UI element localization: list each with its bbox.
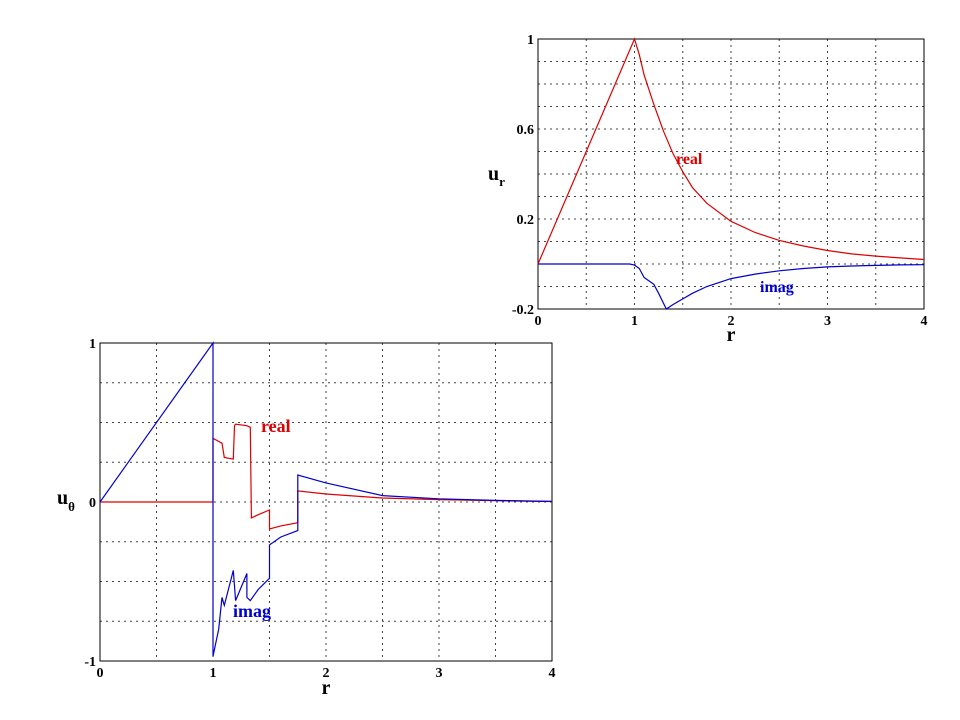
- ur-imag-line: [538, 263, 925, 310]
- utheta-ylabel: uθ: [57, 487, 75, 514]
- utheta-imag-line: [99, 341, 553, 657]
- ur-y-tick-label: 1: [527, 33, 534, 48]
- ur-real-label: real: [676, 151, 703, 168]
- utheta-x-tick-label: 3: [436, 666, 443, 681]
- ur-imag-label: imag: [760, 279, 794, 296]
- ur-ylabel: ur: [488, 163, 505, 189]
- ur-x-tick-label: 2: [728, 314, 735, 329]
- ur-plot-frame: [537, 38, 925, 310]
- utheta-y-tick-label: 1: [89, 337, 96, 352]
- utheta-ylabel-main: u: [57, 487, 68, 509]
- ur-x-tick-labels: 0 1 2 3 4: [535, 314, 928, 329]
- utheta-imag-label: imag: [233, 601, 271, 621]
- ur-ylabel-sub: r: [499, 174, 505, 189]
- utheta-x-tick-label: 1: [210, 666, 217, 681]
- utheta-real-label: real: [261, 416, 291, 436]
- utheta-ylabel-sub: θ: [68, 499, 75, 514]
- ur-ylabel-main: u: [488, 163, 499, 185]
- utheta-y-tick-label: 0: [89, 496, 96, 511]
- ur-grid: [538, 39, 924, 309]
- ur-y-tick-label: -0.2: [512, 303, 534, 318]
- ur-series-lines: [537, 37, 925, 310]
- utheta-xlabel: r: [322, 677, 331, 699]
- ur-y-tick-label: 0.6: [517, 123, 535, 138]
- ur-x-tick-label: 3: [824, 314, 831, 329]
- ur-x-tick-label: 0: [535, 314, 542, 329]
- utheta-series-lines: [99, 341, 553, 657]
- ur-xlabel: r: [727, 324, 736, 346]
- utheta-y-tick-labels: -1 0 1: [84, 337, 96, 670]
- utheta-real-line: [100, 423, 553, 530]
- ur-x-tick-label: 4: [921, 314, 928, 329]
- ur-real-line: [537, 37, 925, 265]
- utheta-x-tick-label: 0: [97, 666, 104, 681]
- utheta-x-tick-labels: 0 1 2 3 4: [97, 666, 556, 681]
- ur-x-tick-label: 1: [631, 314, 638, 329]
- utheta-x-tick-label: 2: [323, 666, 330, 681]
- utheta-x-tick-label: 4: [549, 666, 556, 681]
- ur-y-tick-label: 0.2: [517, 213, 535, 228]
- utheta-y-tick-label: -1: [84, 655, 96, 670]
- ur-y-tick-labels: -0.2 0.2 0.6 1: [512, 33, 534, 318]
